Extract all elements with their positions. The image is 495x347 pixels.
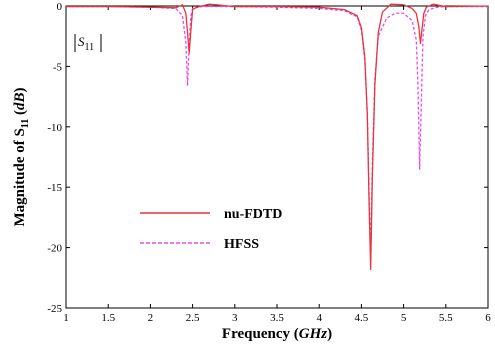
x-tick-label: 5 bbox=[401, 312, 407, 324]
x-axis-title-main: Frequency bbox=[222, 326, 291, 342]
y-tick-label: -25 bbox=[47, 303, 62, 315]
x-axis-title-unit: GHz bbox=[299, 326, 328, 342]
x-tick-label: 2 bbox=[148, 312, 154, 324]
series-line-nu-fdtd bbox=[66, 3, 489, 270]
legend-label-nufdtd: nu-FDTD bbox=[224, 207, 282, 222]
x-axis-title: Frequency (GHz) bbox=[222, 326, 332, 342]
x-tick-label: 5.5 bbox=[439, 312, 453, 324]
legend-label-hfss: HFSS bbox=[224, 237, 259, 252]
svg-text:S11: S11 bbox=[78, 34, 94, 53]
y-tick-label: 0 bbox=[57, 1, 63, 13]
y-axis-title-sub: 11 bbox=[20, 119, 31, 128]
x-tick-label: 1.5 bbox=[101, 312, 115, 324]
annotation-main: S bbox=[78, 34, 85, 49]
plot-area bbox=[65, 5, 489, 309]
x-tick-label: 6 bbox=[485, 312, 491, 324]
y-axis-title-main: Magnitude of S bbox=[12, 128, 28, 226]
y-tick-label: -20 bbox=[47, 243, 62, 255]
y-tick-label: -5 bbox=[53, 61, 63, 73]
s11-annotation: S11 bbox=[74, 34, 102, 53]
x-axis: 1 1.5 2 2.5 3 3.5 4 4.5 5 5.5 6 bbox=[63, 6, 491, 324]
x-tick-label: 1 bbox=[63, 312, 69, 324]
x-tick-label: 2.5 bbox=[186, 312, 200, 324]
y-axis-title: Magnitude of S11 (dB) bbox=[12, 87, 31, 226]
x-tick-label: 4.5 bbox=[355, 312, 369, 324]
y-axis-title-unit: dB bbox=[12, 92, 28, 110]
y-tick-label: -10 bbox=[47, 122, 62, 134]
x-tick-label: 3 bbox=[232, 312, 238, 324]
legend: nu-FDTD HFSS bbox=[140, 207, 282, 252]
x-tick-label: 4 bbox=[316, 312, 322, 324]
annotation-sub: 11 bbox=[85, 42, 95, 53]
y-axis: 0 -5 -10 -15 -20 -25 bbox=[47, 1, 488, 315]
series-layer bbox=[66, 3, 489, 270]
x-tick-label: 3.5 bbox=[270, 312, 284, 324]
y-tick-label: -15 bbox=[47, 182, 62, 194]
